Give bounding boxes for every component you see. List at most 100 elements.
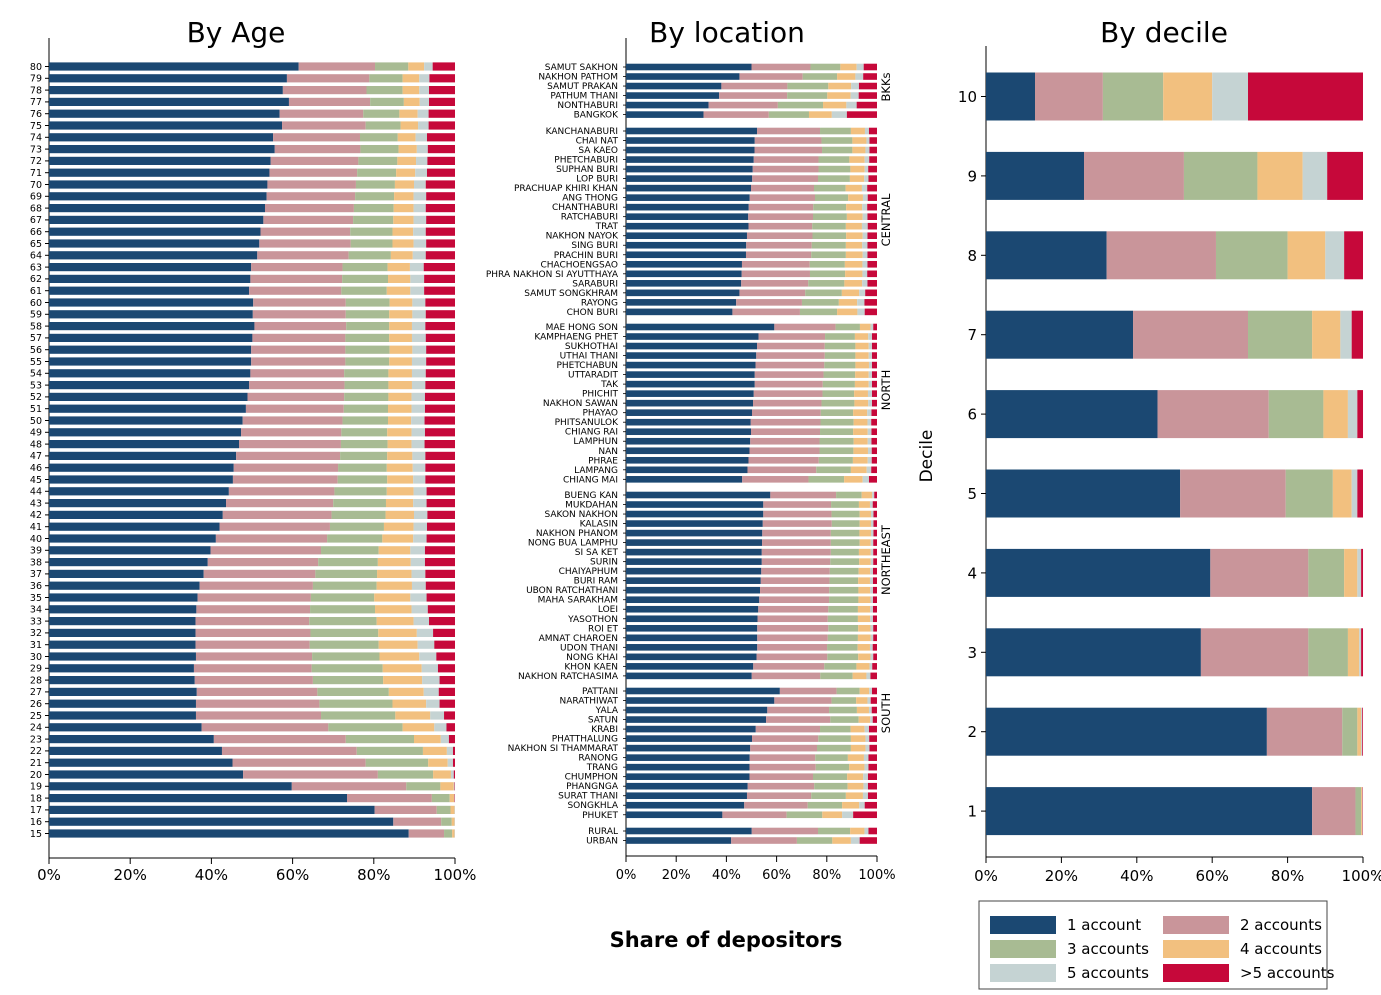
age-bar-58-seg-5 [411,322,426,331]
location-category-label: SATUN [588,716,618,726]
location-bar-seg-2 [757,342,825,350]
location-bar-seg-4 [856,697,868,704]
location-bar-seg-4 [849,175,865,182]
age-bar-34-seg-6 [427,605,455,614]
location-bar-seg-4 [847,754,864,761]
location-bar-seg-2 [753,156,819,163]
location-bar-seg-3 [805,289,842,297]
age-bar-67-seg-1 [49,215,264,224]
age-bar-78-seg-1 [49,86,283,95]
decile-bar-9-seg-2 [1084,151,1184,200]
decile-x-tick-label: 0% [974,867,998,885]
age-bar-65-seg-4 [392,239,414,248]
age-bar-61-seg-6 [424,286,455,295]
location-bar-seg-1 [626,418,751,426]
age-bar-50-seg-6 [424,416,455,425]
location-bar-seg-5 [862,476,869,483]
age-bar-64-seg-1 [49,251,258,260]
decile-bar-9-seg-1 [986,151,1085,200]
location-bar-seg-5 [870,558,874,565]
age-bar-20-seg-2 [243,770,378,779]
age-category-label: 75 [30,121,42,132]
location-category-label: PHATTHALUNG [552,735,618,745]
location-bar-seg-1 [626,754,750,761]
location-category-label: PRACHUAP KHIRI KHAN [514,184,618,194]
location-bar-seg-5 [859,289,866,297]
location-bar-seg-2 [732,308,800,316]
location-bar-seg-2 [752,409,821,416]
age-bar-54-seg-5 [411,369,426,378]
age-category-label: 80 [30,62,42,73]
location-bar-seg-5 [867,428,872,436]
decile-bar-6-seg-2 [1157,390,1269,439]
location-bar-seg-4 [849,156,865,163]
location-bar-seg-4 [859,558,871,565]
decile-x-tick-label: 100% [1342,867,1381,885]
location-bar-seg-1 [626,744,751,752]
location-bar-seg-1 [626,299,737,306]
age-bar-53-seg-3 [344,381,389,390]
decile-bar-2-seg-6 [1362,707,1363,756]
location-bar-seg-1 [626,567,762,575]
age-bar-25-seg-3 [321,711,396,720]
age-bar-46-seg-6 [425,463,455,472]
location-bar-seg-2 [752,175,819,182]
location-bar-seg-6 [863,73,877,80]
age-bar-17-seg-1 [49,805,375,814]
age-bar-38-seg-6 [424,558,455,567]
age-bar-47-seg-6 [425,451,455,460]
age-bar-73-seg-4 [398,145,417,154]
location-bar-seg-4 [854,333,869,340]
location-bar-seg-1 [626,175,753,182]
location-bar-seg-6 [867,792,877,800]
age-category-label: 37 [30,569,42,580]
location-bar-seg-4 [853,409,868,416]
age-category-label: 79 [30,74,42,85]
age-category-label: 23 [30,734,42,745]
location-bar-seg-2 [758,333,826,340]
age-bar-67-seg-4 [393,215,414,224]
location-category-label: SUKHOTHAI [565,342,618,352]
location-bar-seg-5 [861,184,868,192]
location-bar-seg-5 [870,567,873,575]
location-bar-seg-4 [845,184,862,192]
age-bar-58-seg-2 [254,322,347,331]
location-bar-seg-1 [626,323,775,331]
location-bar-seg-3 [801,299,839,306]
location-bar-seg-4 [859,520,871,527]
location-bar-seg-1 [626,447,750,455]
age-bar-28-seg-2 [194,676,313,685]
location-bar-seg-6 [872,586,877,594]
location-bar-seg-4 [857,634,871,642]
age-bar-23-seg-5 [440,735,449,744]
location-bar-seg-6 [873,624,877,632]
age-bar-40-seg-4 [382,534,414,543]
location-bar-seg-4 [849,763,865,771]
age-bar-38-seg-3 [318,558,378,567]
age-bar-45-seg-6 [425,475,455,484]
age-bar-61-seg-4 [386,286,411,295]
age-bar-28-seg-6 [439,676,455,685]
age-bar-19-seg-4 [440,782,454,791]
location-bar-seg-3 [818,156,850,163]
age-bar-32-seg-4 [378,628,417,637]
age-bar-25-seg-1 [49,711,196,720]
location-bar-seg-3 [777,101,824,109]
decile-bar-5-seg-5 [1351,469,1358,518]
location-bar-seg-3 [829,706,857,714]
location-bar-seg-5 [862,270,868,278]
age-bar-45-seg-2 [232,475,338,484]
age-bar-36-seg-2 [199,581,313,590]
age-bar-20-seg-4 [433,770,451,779]
age-bar-50-seg-4 [388,416,412,425]
age-category-label: 27 [30,687,42,698]
location-bar-seg-3 [813,203,847,211]
location-bar-seg-1 [626,605,759,613]
age-category-label: 26 [30,699,42,710]
age-bar-40-seg-6 [426,534,455,543]
location-bar-seg-4 [844,476,863,483]
location-bar-seg-1 [626,194,750,201]
location-bar-seg-6 [864,299,877,306]
age-bar-79-seg-1 [49,74,287,83]
location-bar-seg-2 [762,520,832,527]
